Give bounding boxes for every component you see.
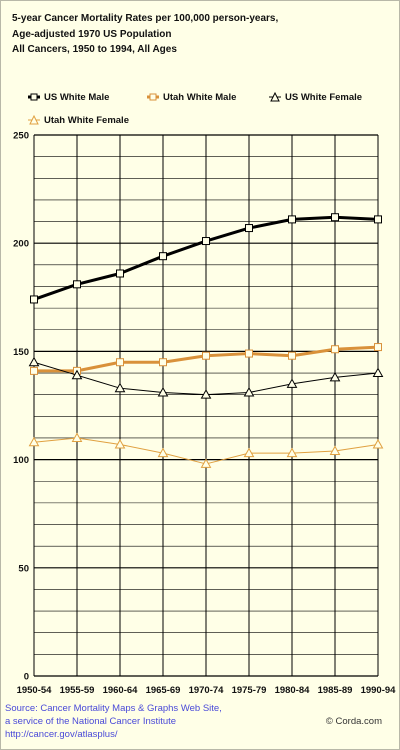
- source-link[interactable]: http://cancer.gov/atlasplus/: [5, 729, 118, 740]
- y-tick-label: 200: [13, 239, 29, 250]
- data-point-square: [245, 224, 253, 233]
- legend-label: Utah White Male: [163, 92, 237, 103]
- data-point-triangle: [114, 438, 126, 449]
- x-tick-label: 1960-64: [103, 685, 139, 696]
- title-line-2: Age-adjusted 1970 US Population: [12, 28, 172, 40]
- x-tick-label: 1990-94: [361, 685, 397, 696]
- data-point-triangle: [114, 382, 126, 393]
- x-tick-label: 1950-54: [17, 685, 53, 696]
- data-point-triangle: [157, 447, 169, 458]
- data-point-square: [30, 366, 38, 375]
- credit-text: © Corda.com: [325, 716, 382, 727]
- data-point-triangle: [372, 438, 384, 449]
- legend-marker-square-icon: [28, 93, 40, 101]
- data-point-square: [374, 215, 382, 224]
- data-point-square: [159, 358, 167, 367]
- y-tick-label: 150: [13, 347, 29, 358]
- x-tick-label: 1970-74: [189, 685, 225, 696]
- data-point-triangle: [329, 445, 341, 455]
- data-point-square: [159, 252, 167, 261]
- data-point-square: [331, 345, 339, 354]
- x-tick-label: 1965-69: [146, 685, 181, 696]
- y-tick-label: 100: [13, 455, 29, 466]
- data-point-triangle: [243, 386, 255, 397]
- legend-label: Utah White Female: [44, 115, 129, 126]
- data-point-triangle: [157, 386, 169, 397]
- chart-title: 5-year Cancer Mortality Rates per 100,00…: [12, 11, 278, 58]
- x-tick-label: 1975-79: [232, 685, 267, 696]
- data-point-triangle: [286, 378, 298, 388]
- data-point-triangle: [372, 367, 384, 378]
- legend-label: US White Male: [44, 92, 110, 103]
- title-line-1: 5-year Cancer Mortality Rates per 100,00…: [12, 13, 279, 24]
- data-point-triangle: [71, 432, 83, 442]
- data-point-square: [288, 215, 296, 224]
- data-point-square: [374, 343, 382, 352]
- data-point-triangle: [28, 356, 40, 367]
- data-point-square: [116, 358, 124, 367]
- data-point-square: [202, 351, 210, 360]
- data-point-triangle: [329, 371, 341, 382]
- data-point-square: [73, 280, 81, 289]
- legend-label: US White Female: [285, 92, 363, 103]
- data-point-square: [245, 349, 253, 358]
- data-point-square: [331, 213, 339, 222]
- data-point-triangle: [28, 436, 40, 447]
- data-point-square: [288, 351, 296, 360]
- legend-marker-square-icon: [147, 93, 159, 101]
- source-text: Source: Cancer Mortality Maps & Graphs W…: [5, 703, 222, 714]
- legend-marker-triangle-icon: [28, 114, 40, 125]
- data-point-square: [116, 269, 124, 278]
- x-tick-label: 1985-89: [318, 685, 353, 696]
- data-point-triangle: [243, 447, 255, 458]
- y-tick-label: 250: [13, 131, 29, 142]
- data-point-triangle: [286, 447, 298, 458]
- service-text: a service of the National Cancer Institu…: [5, 716, 177, 727]
- x-tick-label: 1955-59: [60, 685, 95, 696]
- y-tick-label: 50: [18, 563, 29, 574]
- data-point-square: [30, 295, 38, 304]
- data-point-triangle: [200, 458, 212, 468]
- data-point-square: [202, 237, 210, 246]
- title-line-3: All Cancers, 1950 to 1994, All Ages: [12, 44, 177, 55]
- data-point-triangle: [200, 389, 212, 399]
- data-point-triangle: [71, 369, 83, 380]
- x-tick-label: 1980-84: [275, 685, 311, 696]
- y-tick-label: 0: [24, 672, 29, 683]
- legend-marker-triangle-icon: [269, 91, 281, 102]
